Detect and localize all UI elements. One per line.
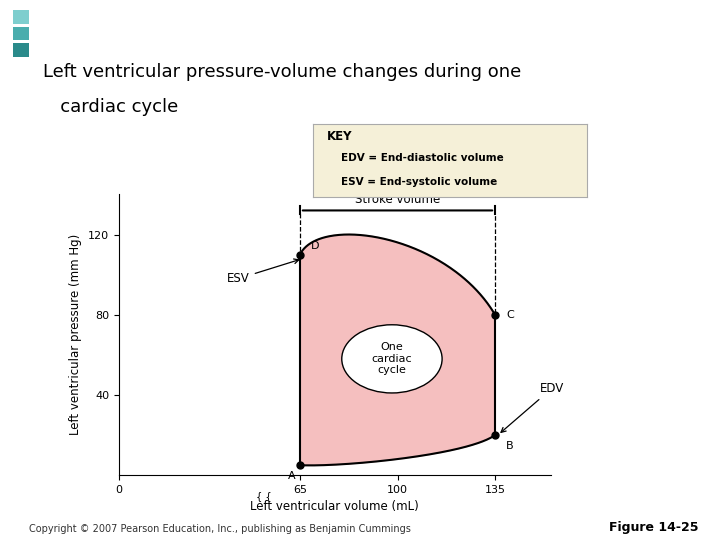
Text: One
cardiac
cycle: One cardiac cycle (372, 342, 413, 375)
Text: Stroke volume: Stroke volume (355, 193, 440, 206)
Text: KEY: KEY (327, 130, 352, 143)
Text: D: D (311, 240, 320, 251)
X-axis label: Left ventricular volume (mL): Left ventricular volume (mL) (251, 501, 419, 514)
Text: ESV = End-systolic volume: ESV = End-systolic volume (341, 177, 497, 187)
Text: Cardiac Cycle: Cardiac Cycle (42, 19, 220, 43)
Bar (13, 26, 29, 40)
Text: { {: { { (256, 491, 271, 501)
Text: A: A (288, 471, 295, 481)
Text: C: C (506, 310, 514, 320)
Text: EDV = End-diastolic volume: EDV = End-diastolic volume (341, 153, 503, 164)
Text: EDV: EDV (501, 382, 564, 433)
Text: Left ventricular pressure-volume changes during one: Left ventricular pressure-volume changes… (43, 63, 521, 81)
Bar (13, 10, 29, 24)
Text: Figure 14-25: Figure 14-25 (609, 521, 698, 534)
Bar (13, 44, 29, 57)
Text: cardiac cycle: cardiac cycle (43, 98, 179, 116)
Text: B: B (506, 441, 514, 451)
Text: Copyright © 2007 Pearson Education, Inc., publishing as Benjamin Cummings: Copyright © 2007 Pearson Education, Inc.… (29, 523, 410, 534)
Text: ESV: ESV (227, 259, 299, 285)
Polygon shape (300, 234, 495, 465)
Y-axis label: Left ventricular pressure (mm Hg): Left ventricular pressure (mm Hg) (69, 234, 82, 435)
Ellipse shape (342, 325, 442, 393)
